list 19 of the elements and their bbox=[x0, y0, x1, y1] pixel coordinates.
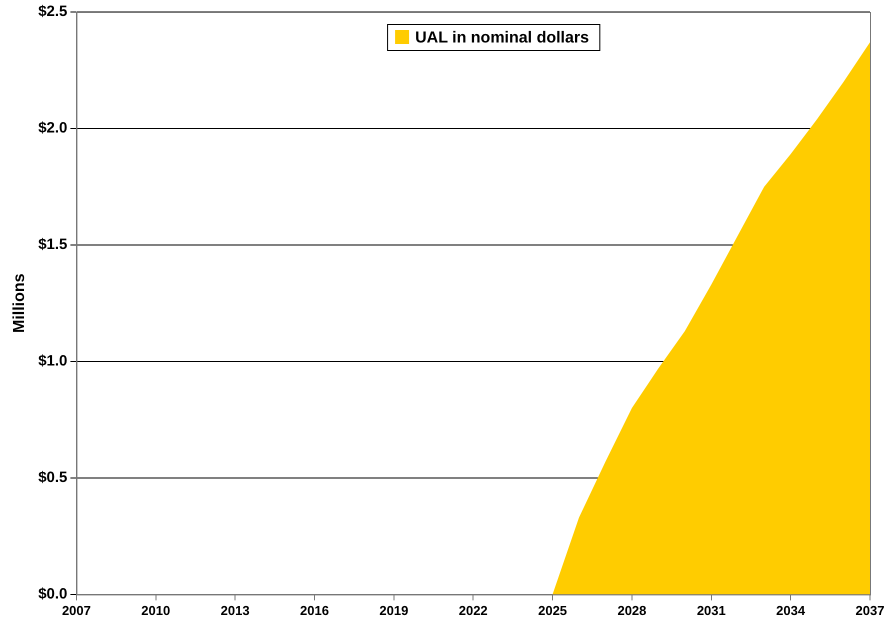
y-tick-label: $0.0 bbox=[38, 586, 68, 603]
x-tick-label: 2022 bbox=[458, 602, 488, 618]
x-tick-label: 2028 bbox=[617, 602, 646, 618]
y-tick-label: $1.0 bbox=[38, 352, 68, 370]
x-tick-label: 2031 bbox=[696, 602, 726, 618]
x-tick-label: 2034 bbox=[776, 602, 806, 618]
x-tick-label: 2010 bbox=[141, 602, 170, 618]
x-tick-label: 2019 bbox=[379, 602, 408, 618]
x-tick-label: 2013 bbox=[220, 602, 250, 618]
x-tick-label: 2025 bbox=[538, 602, 568, 618]
y-tick-label: $2.0 bbox=[38, 120, 68, 137]
y-axis-title: Millions bbox=[11, 273, 28, 333]
x-tick-label: 2007 bbox=[62, 602, 91, 618]
x-tick-label: 2037 bbox=[856, 602, 884, 618]
x-tick-label: 2016 bbox=[300, 602, 329, 618]
y-tick-label: $1.5 bbox=[38, 236, 68, 254]
y-tick-label: $0.5 bbox=[38, 469, 68, 486]
y-tick-label: $2.5 bbox=[38, 3, 68, 20]
legend-label: UAL in nominal dollars bbox=[415, 29, 590, 46]
